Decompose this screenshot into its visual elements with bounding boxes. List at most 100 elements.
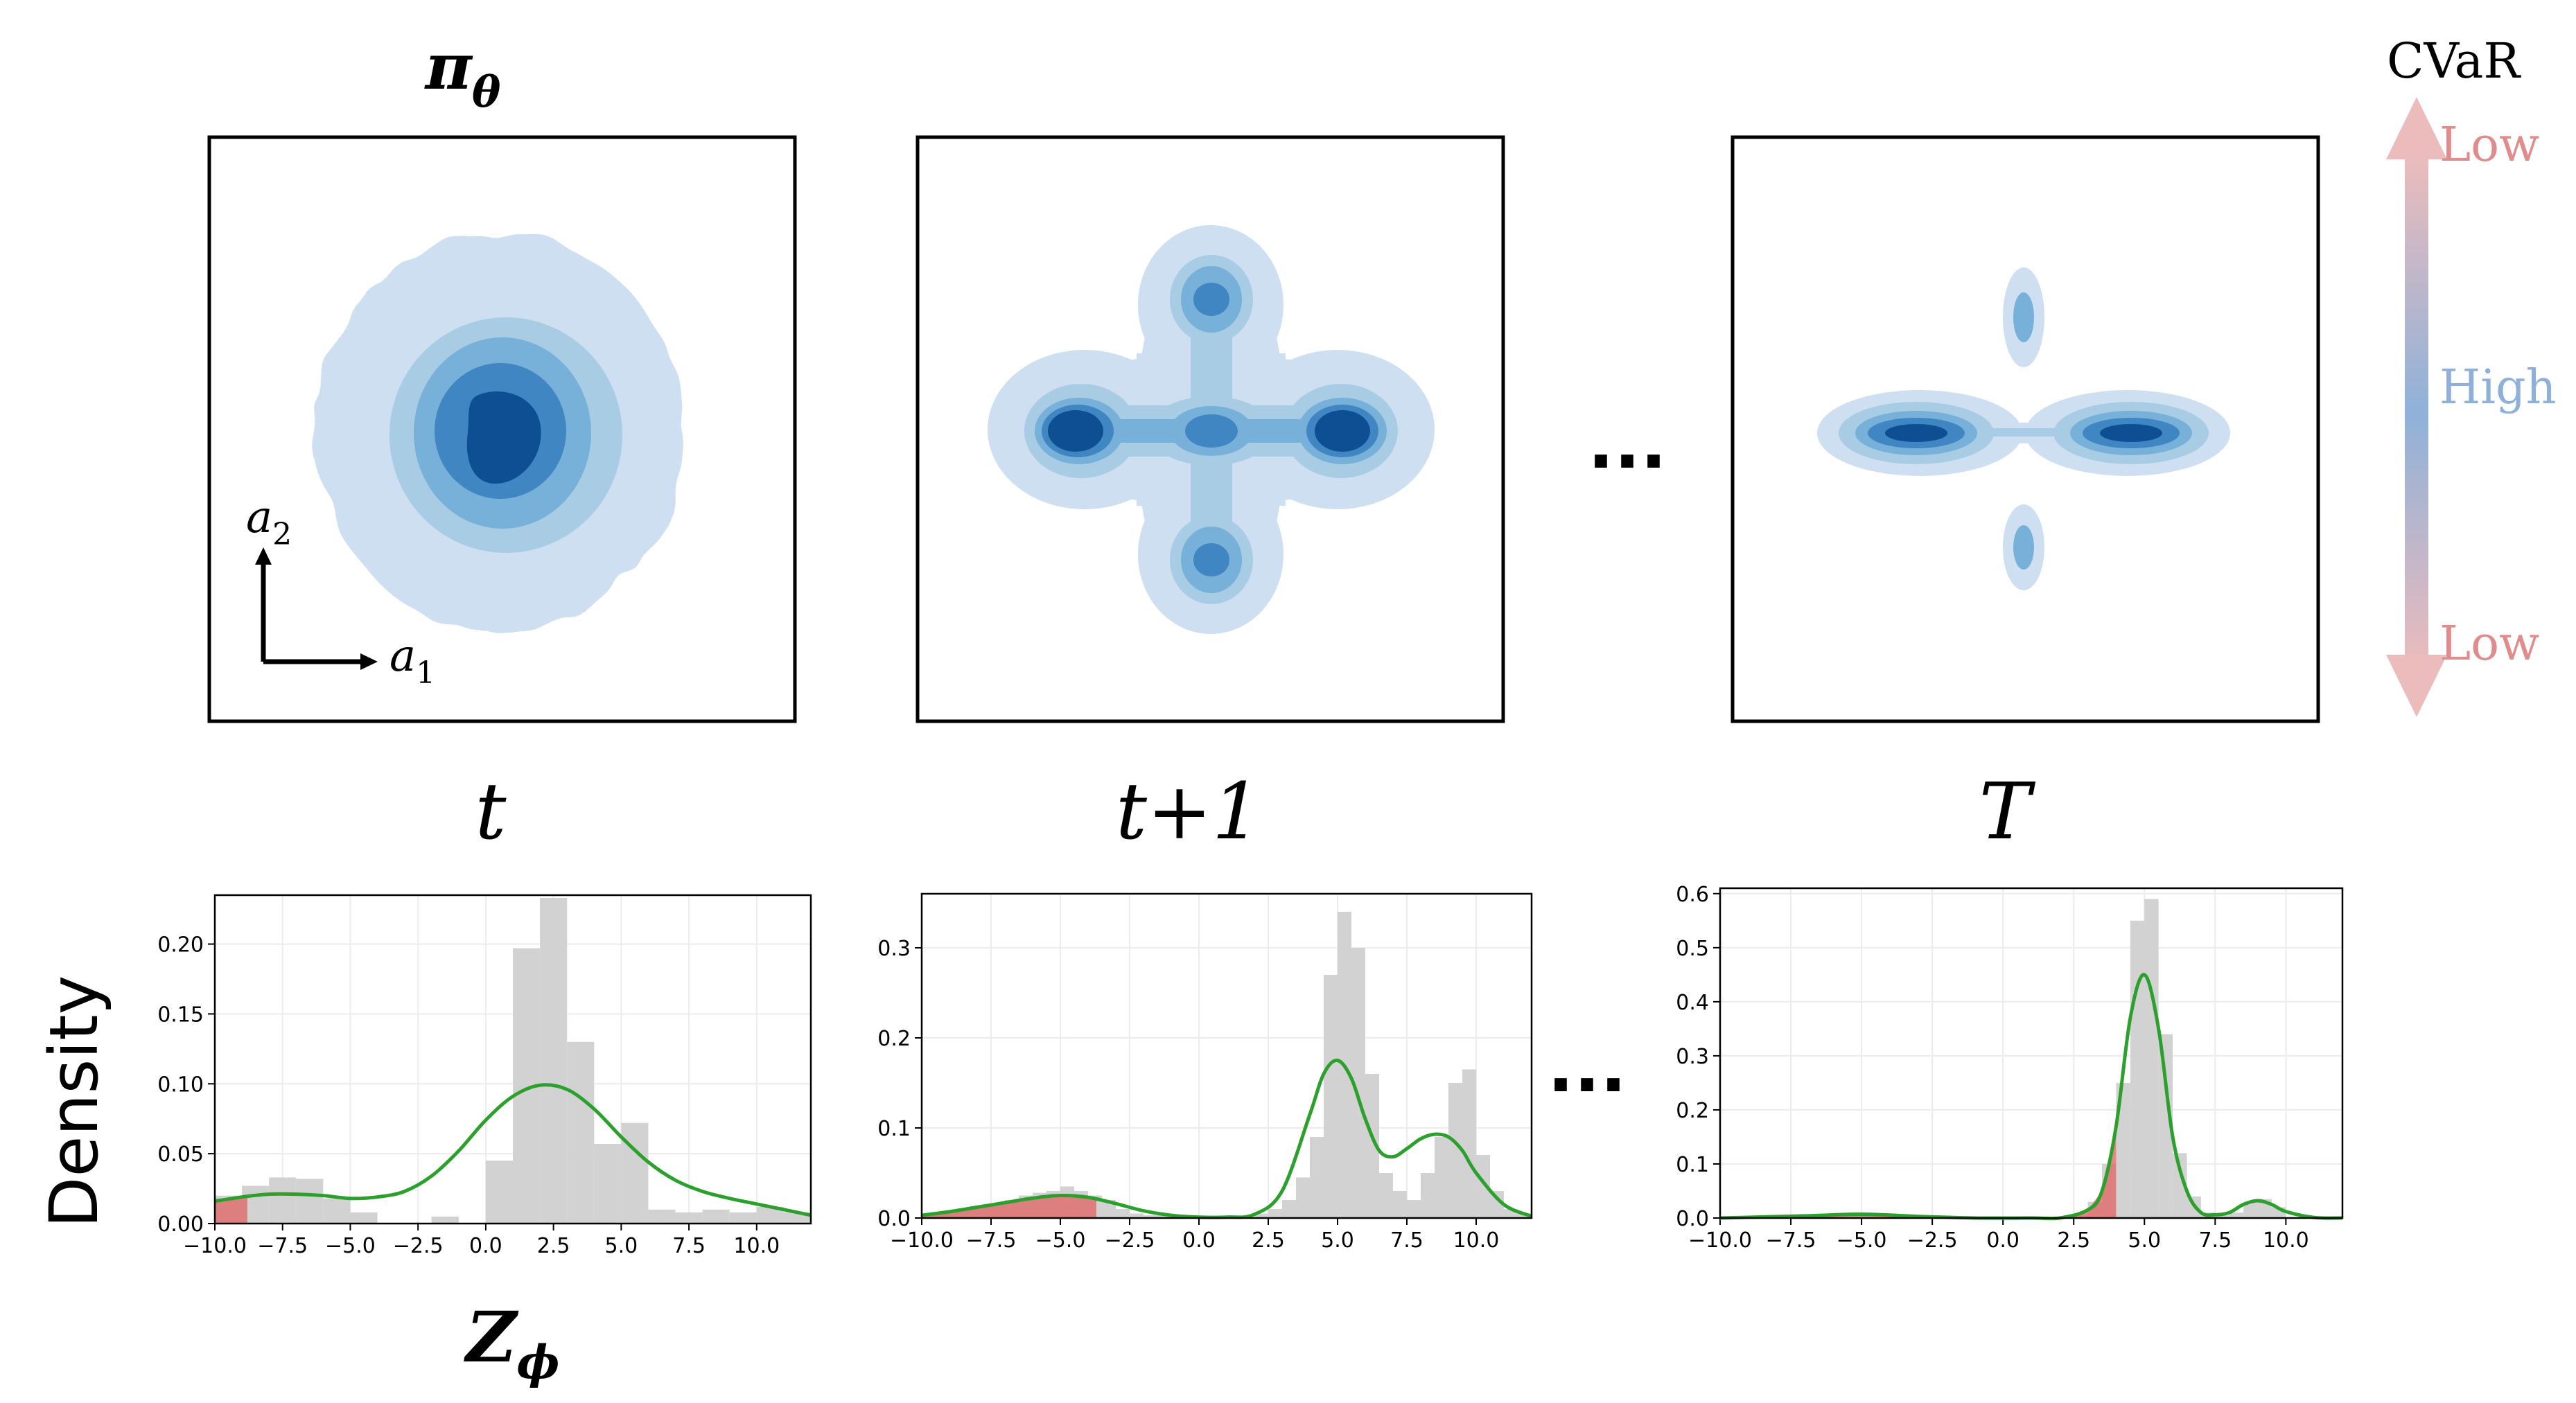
histogram-bar: [323, 1198, 351, 1224]
y-tick-label: 0.5: [1676, 937, 1709, 961]
x-tick-label: 10.0: [2263, 1228, 2309, 1253]
histogram-bar: [1116, 1209, 1130, 1218]
x-tick-label: −2.5: [1907, 1228, 1958, 1253]
cvar-arrow-down: [2386, 655, 2447, 717]
histogram-bar: [1448, 1083, 1462, 1218]
cvar-region: [922, 1195, 1096, 1218]
histogram-bar: [702, 1209, 730, 1224]
x-tick-label: 5.0: [1321, 1228, 1354, 1253]
x-tick-label: 7.5: [1390, 1228, 1423, 1253]
cvar-low-top: Low: [2439, 118, 2539, 173]
contour-panel-t1: [915, 135, 1505, 723]
contour-t-core: [466, 391, 541, 484]
x-tick-label: −7.5: [1766, 1228, 1816, 1253]
cvar-legend: CVaR Low High Low: [2386, 33, 2556, 717]
histogram-bar: [1310, 1137, 1324, 1218]
histogram-bar: [1254, 1213, 1268, 1218]
density-chart-t1: −10.0 −7.5 −5.0 −2.5 0.0 2.5 5.0 7.5 10.0 0.0 0.1 0…: [877, 892, 1533, 1253]
ellipsis-top: ...: [1588, 403, 1667, 484]
x-tick-label: 2.5: [537, 1234, 570, 1258]
chart-frame: [213, 894, 812, 1225]
histogram-bar: [1324, 975, 1338, 1218]
y-tick-label: 0.1: [1676, 1153, 1709, 1177]
y-tick-label: 0.15: [157, 1003, 204, 1027]
histogram-bar: [485, 1161, 513, 1224]
cvar-region: [215, 1196, 247, 1224]
step-label-t: t: [475, 767, 507, 857]
histogram-bar: [1268, 1209, 1282, 1218]
x-tick-label: 10.0: [733, 1234, 780, 1258]
y-tick-label: 0.3: [1676, 1045, 1709, 1069]
contour-panel-T: [1731, 135, 2320, 723]
x-tick-label: −7.5: [257, 1234, 308, 1258]
contour-t1-core: [1048, 410, 1370, 452]
y-tick-label: 0.0: [877, 1207, 911, 1231]
x-tick-label: 0.0: [1182, 1228, 1216, 1253]
y-tick-label: 0.2: [1676, 1099, 1709, 1123]
histogram-bar: [594, 1144, 622, 1224]
x-tick-label: −10.0: [183, 1234, 247, 1258]
x-tick-label: 5.0: [605, 1234, 638, 1258]
x-tick-label: −2.5: [1105, 1228, 1155, 1253]
zphi-label: Zϕ: [463, 1296, 559, 1389]
x-tick-label: −5.0: [1035, 1228, 1086, 1253]
kde-curve: [921, 1058, 1532, 1219]
histogram-bar: [1407, 1200, 1421, 1218]
histogram-bar: [1476, 1155, 1490, 1218]
histogram-bar: [269, 1177, 297, 1224]
cvar-title: CVaR: [2387, 33, 2521, 89]
histogram-bar: [675, 1212, 703, 1224]
kde-curve: [214, 1083, 812, 1217]
policy-symbol: π: [424, 29, 473, 104]
x-tick-label: 10.0: [1453, 1228, 1500, 1253]
density-chart-T: −10.0 −7.5 −5.0 −2.5 0.0 2.5 5.0 7.5 10.0 0.0 0.1 0…: [1676, 883, 2344, 1253]
histogram-bar: [431, 1216, 459, 1224]
histogram-bar: [1296, 1177, 1310, 1218]
histogram-bar: [1365, 1074, 1379, 1218]
histogram-bar: [621, 1122, 649, 1224]
histogram-bar: [2144, 899, 2159, 1218]
histogram-bar: [1421, 1173, 1435, 1218]
histogram-bar: [2173, 1153, 2187, 1218]
x-tick-label: −5.0: [1837, 1228, 1887, 1253]
axis-a1-label: a1: [389, 630, 435, 691]
chart-frame: [1719, 887, 2344, 1219]
histogram-bar: [2229, 1212, 2244, 1218]
x-tick-label: −10.0: [890, 1228, 954, 1253]
y-tick-label: 0.6: [1676, 883, 1709, 907]
ellipsis-bottom: ...: [1548, 1027, 1627, 1108]
y-tick-label: 0.20: [157, 933, 204, 958]
histogram-bar: [1393, 1191, 1407, 1218]
y-tick-label: 0.4: [1676, 991, 1709, 1015]
contour-t-frame: [207, 135, 797, 723]
zphi-symbol: Z: [463, 1296, 519, 1378]
histogram-bar: [1462, 1069, 1476, 1218]
action-axes: a2 a1: [246, 492, 435, 691]
cvar-gradient-bar: [2405, 156, 2428, 669]
kde-curve: [1719, 973, 2343, 1221]
histogram-bar: [1379, 1173, 1393, 1218]
x-tick-label: 0.0: [469, 1234, 502, 1258]
contour-panel-t: a2 a1: [207, 135, 797, 723]
histogram-bar: [2215, 1215, 2229, 1218]
contour-t1-frame: [915, 135, 1505, 723]
policy-label: πθ: [424, 29, 501, 117]
histogram-bar: [1490, 1191, 1504, 1218]
x-tick-label: −7.5: [966, 1228, 1017, 1253]
y-tick-label: 0.05: [157, 1142, 204, 1167]
histogram-bar: [1435, 1137, 1448, 1218]
contour-T-frame: [1731, 135, 2320, 723]
step-label-T: T: [1979, 767, 2036, 857]
cvar-low-bottom: Low: [2439, 617, 2539, 671]
histogram-bar: [648, 1209, 676, 1224]
y-tick-label: 0.3: [877, 937, 911, 961]
histogram-bar: [540, 898, 568, 1224]
histogram-bar: [350, 1212, 378, 1224]
histogram-bar: [2130, 920, 2145, 1218]
y-tick-label: 0.1: [877, 1117, 911, 1141]
histogram-bar: [2158, 1034, 2173, 1218]
density-ylabel: Density: [35, 976, 113, 1228]
axis-a2-label: a2: [246, 492, 292, 552]
y-tick-label: 0.2: [877, 1027, 911, 1051]
